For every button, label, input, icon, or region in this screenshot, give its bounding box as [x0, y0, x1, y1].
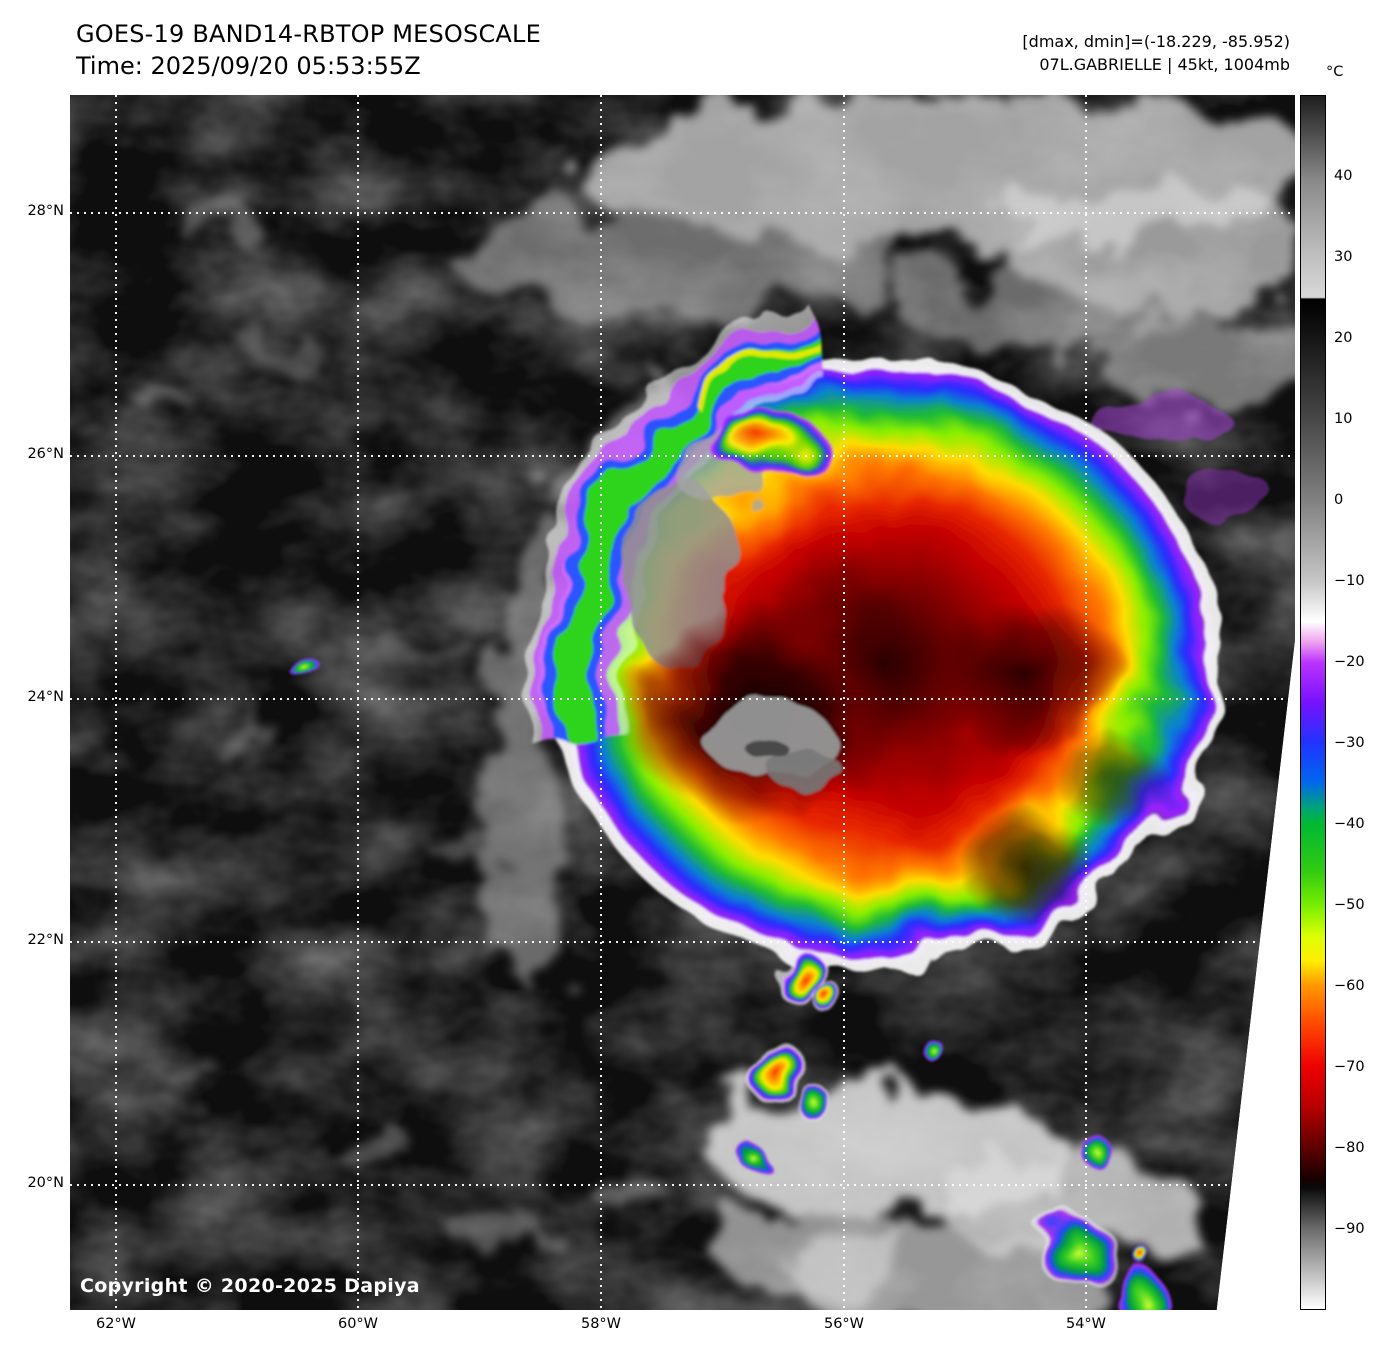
colorbar-tick-m20: −20	[1334, 654, 1365, 670]
gridline-lon-56w	[843, 95, 845, 1310]
colorbar-tick-m90: −90	[1334, 1221, 1365, 1237]
gridline-lon-60w	[357, 95, 359, 1310]
colorbar-tick-m50: −50	[1334, 897, 1365, 913]
satellite-image	[70, 95, 1295, 1310]
gridline-lat-20n	[70, 1184, 1295, 1186]
lon-label-56w: 56°W	[823, 1316, 865, 1332]
gridline-lat-28n	[70, 212, 1295, 214]
lat-label-24n: 24°N	[27, 689, 64, 705]
colorbar-tick-m30: −30	[1334, 735, 1365, 751]
lon-label-60w: 60°W	[337, 1316, 379, 1332]
colorbar-tick-m60: −60	[1334, 978, 1365, 994]
colorbar-tick-40: 40	[1334, 168, 1353, 184]
lat-label-26n: 26°N	[27, 446, 64, 462]
colorbar-tick-m80: −80	[1334, 1140, 1365, 1156]
colorbar-tick-20: 20	[1334, 330, 1353, 346]
lat-label-22n: 22°N	[27, 932, 64, 948]
lon-label-54w: 54°W	[1065, 1316, 1107, 1332]
colorbar-gradient	[1301, 96, 1325, 1309]
colorbar-unit-label: °C	[1326, 64, 1344, 80]
lat-label-20n: 20°N	[27, 1175, 64, 1191]
colorbar-tick-m10: −10	[1334, 573, 1365, 589]
dmax-dmin-readout: [dmax, dmin]=(-18.229, -85.952)	[1022, 32, 1290, 51]
colorbar-tick-0: 0	[1334, 492, 1344, 508]
colorbar-tick-m40: −40	[1334, 816, 1365, 832]
lat-label-28n: 28°N	[27, 203, 64, 219]
product-title: GOES-19 BAND14-RBTOP MESOSCALE	[76, 20, 541, 48]
header-readouts: [dmax, dmin]=(-18.229, -85.952) 07L.GABR…	[1022, 30, 1290, 76]
gridline-lon-62w	[115, 95, 117, 1310]
gridline-lat-22n	[70, 941, 1295, 943]
product-time: Time: 2025/09/20 05:53:55Z	[76, 52, 421, 80]
storm-info-readout: 07L.GABRIELLE | 45kt, 1004mb	[1039, 55, 1290, 74]
lon-label-62w: 62°W	[95, 1316, 137, 1332]
colorbar-tick-30: 30	[1334, 249, 1353, 265]
gridline-lon-54w	[1085, 95, 1087, 1310]
copyright-watermark: Copyright © 2020-2025 Dapiya	[80, 1275, 420, 1297]
gridline-lat-26n	[70, 455, 1295, 457]
satellite-swath	[70, 95, 1295, 1310]
satellite-map: Copyright © 2020-2025 Dapiya	[70, 95, 1295, 1310]
colorbar	[1300, 95, 1326, 1310]
colorbar-tick-10: 10	[1334, 411, 1353, 427]
gridline-lat-24n	[70, 698, 1295, 700]
colorbar-tick-m70: −70	[1334, 1059, 1365, 1075]
gridline-lon-58w	[600, 95, 602, 1310]
lon-label-58w: 58°W	[580, 1316, 622, 1332]
